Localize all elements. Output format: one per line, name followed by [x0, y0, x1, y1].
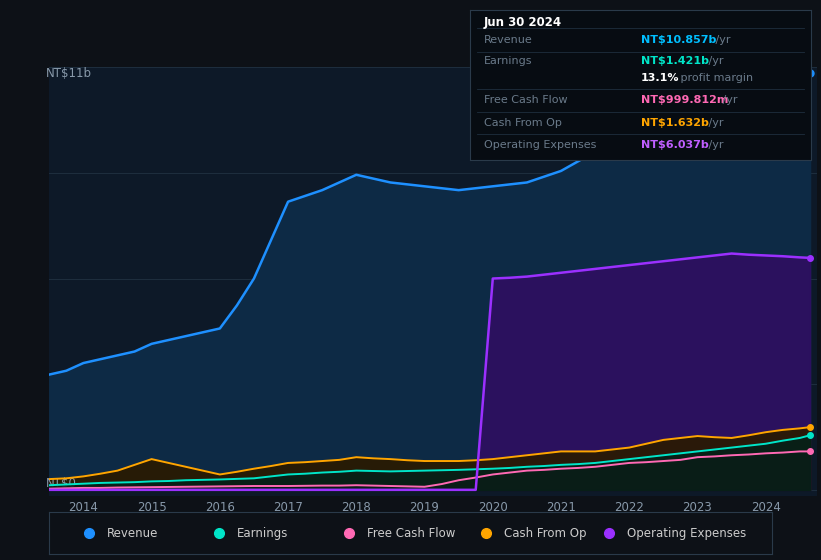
Text: /yr: /yr: [719, 95, 738, 105]
Text: Free Cash Flow: Free Cash Flow: [367, 527, 456, 540]
Text: Jun 30 2024: Jun 30 2024: [484, 16, 562, 29]
Text: /yr: /yr: [713, 35, 731, 45]
Text: Free Cash Flow: Free Cash Flow: [484, 95, 567, 105]
Text: NT$6.037b: NT$6.037b: [641, 141, 709, 150]
Text: Revenue: Revenue: [484, 35, 533, 45]
Text: /yr: /yr: [705, 57, 723, 66]
Text: Earnings: Earnings: [484, 57, 533, 66]
Text: Earnings: Earnings: [237, 527, 288, 540]
Text: profit margin: profit margin: [677, 73, 753, 83]
Text: NT$1.632b: NT$1.632b: [641, 118, 709, 128]
Text: 13.1%: 13.1%: [641, 73, 679, 83]
Text: Operating Expenses: Operating Expenses: [484, 141, 596, 150]
Text: Operating Expenses: Operating Expenses: [627, 527, 746, 540]
Text: NT$11b: NT$11b: [45, 67, 91, 80]
Text: Cash From Op: Cash From Op: [484, 118, 562, 128]
Text: Cash From Op: Cash From Op: [504, 527, 587, 540]
Text: NT$0: NT$0: [45, 477, 76, 490]
Text: /yr: /yr: [705, 141, 723, 150]
Text: Revenue: Revenue: [107, 527, 158, 540]
Text: NT$10.857b: NT$10.857b: [641, 35, 716, 45]
Text: NT$1.421b: NT$1.421b: [641, 57, 709, 66]
Text: /yr: /yr: [705, 118, 723, 128]
Text: NT$999.812m: NT$999.812m: [641, 95, 728, 105]
